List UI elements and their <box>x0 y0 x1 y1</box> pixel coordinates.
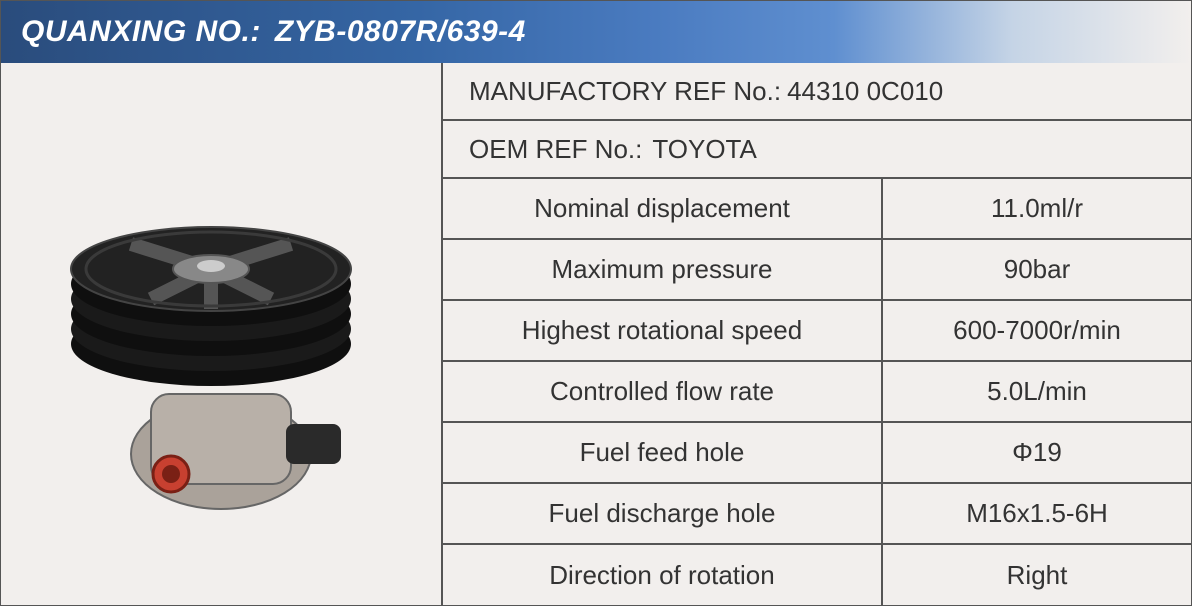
oem-ref-row: OEM REF No.: TOYOTA <box>443 121 1191 179</box>
spec-row: Fuel feed holeΦ19 <box>443 423 1191 484</box>
spec-rows-container: Nominal displacement11.0ml/rMaximum pres… <box>443 179 1191 606</box>
spec-value: Right <box>883 545 1191 606</box>
header-banner: QUANXING NO.: ZYB-0807R/639-4 <box>1 1 1191 63</box>
oem-ref-label: OEM REF No.: <box>469 134 642 165</box>
manufactory-ref-value: 44310 0C010 <box>787 76 943 107</box>
spec-param: Fuel discharge hole <box>443 484 883 543</box>
spec-value: 600-7000r/min <box>883 301 1191 360</box>
spec-value: 11.0ml/r <box>883 179 1191 238</box>
manufactory-ref-label: MANUFACTORY REF No.: <box>469 76 781 107</box>
main-content: MANUFACTORY REF No.: 44310 0C010 OEM REF… <box>1 63 1191 605</box>
product-image-column <box>1 63 441 605</box>
spec-param: Nominal displacement <box>443 179 883 238</box>
spec-row: Controlled flow rate5.0L/min <box>443 362 1191 423</box>
spec-value: M16x1.5-6H <box>883 484 1191 543</box>
manufactory-ref-row: MANUFACTORY REF No.: 44310 0C010 <box>443 63 1191 121</box>
spec-row: Highest rotational speed600-7000r/min <box>443 301 1191 362</box>
spec-param: Controlled flow rate <box>443 362 883 421</box>
spec-param: Highest rotational speed <box>443 301 883 360</box>
spec-param: Maximum pressure <box>443 240 883 299</box>
header-label: QUANXING NO.: <box>21 15 261 49</box>
spec-row: Maximum pressure90bar <box>443 240 1191 301</box>
product-spec-card: QUANXING NO.: ZYB-0807R/639-4 <box>0 0 1192 606</box>
spec-value: 5.0L/min <box>883 362 1191 421</box>
spec-row: Fuel discharge holeM16x1.5-6H <box>443 484 1191 545</box>
spec-row: Nominal displacement11.0ml/r <box>443 179 1191 240</box>
oem-ref-value: TOYOTA <box>652 134 757 165</box>
spec-value: 90bar <box>883 240 1191 299</box>
spec-param: Fuel feed hole <box>443 423 883 482</box>
spec-value: Φ19 <box>883 423 1191 482</box>
header-value: ZYB-0807R/639-4 <box>275 15 526 49</box>
product-illustration <box>41 114 401 554</box>
spec-param: Direction of rotation <box>443 545 883 606</box>
spec-row: Direction of rotationRight <box>443 545 1191 606</box>
spec-table: MANUFACTORY REF No.: 44310 0C010 OEM REF… <box>441 63 1191 605</box>
